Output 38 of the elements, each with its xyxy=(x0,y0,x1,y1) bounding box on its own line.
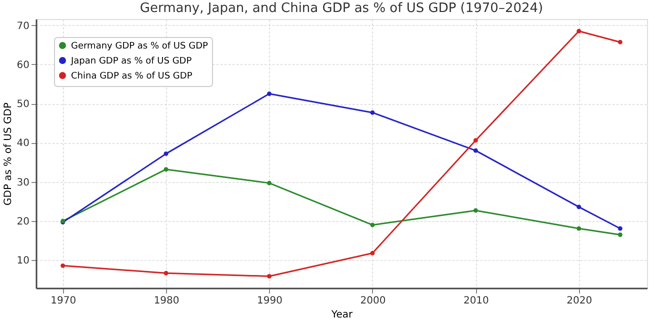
point xyxy=(164,151,168,156)
point xyxy=(618,232,622,237)
x-tick-label: 1970 xyxy=(50,296,76,306)
y-tick-label: 20 xyxy=(16,216,30,228)
y-tick-label: 10 xyxy=(16,256,30,267)
x-tick-label: 2000 xyxy=(360,296,386,306)
point xyxy=(370,110,375,115)
y-axis-title: GDP as % of US GDP xyxy=(2,102,14,206)
x-tick-label: 2010 xyxy=(463,296,489,306)
y-tick-label: 40 xyxy=(16,138,30,150)
point xyxy=(60,263,66,268)
point xyxy=(267,180,272,186)
point xyxy=(473,208,478,213)
y-tick-label: 60 xyxy=(16,60,30,71)
point xyxy=(267,92,272,96)
point xyxy=(473,138,478,143)
legend-label: Japan GDP as % of US GDP xyxy=(70,56,192,66)
chart-title: Germany, Japan, and China GDP as % of US GDP (1970–2024) xyxy=(140,1,544,16)
legend-label: China GDP as % of US GDP xyxy=(71,72,193,82)
point xyxy=(576,226,582,231)
point xyxy=(164,270,168,276)
point xyxy=(576,204,582,210)
point xyxy=(576,28,582,34)
y-tick-label: 70 xyxy=(16,20,30,32)
point xyxy=(618,40,622,44)
point xyxy=(618,226,622,231)
point xyxy=(267,274,272,278)
y-tick-label: 50 xyxy=(16,99,30,110)
y-tick-label: 30 xyxy=(16,177,30,188)
x-tick-label: 1990 xyxy=(257,296,282,306)
point xyxy=(164,167,168,172)
legend-label: Germany GDP as % of US GDP xyxy=(71,42,208,52)
point xyxy=(370,250,375,256)
x-axis-title: Year xyxy=(330,310,354,320)
point xyxy=(473,148,478,153)
x-tick-label: 2020 xyxy=(566,296,592,306)
x-tick-label: 1980 xyxy=(154,296,180,306)
point xyxy=(370,222,375,228)
